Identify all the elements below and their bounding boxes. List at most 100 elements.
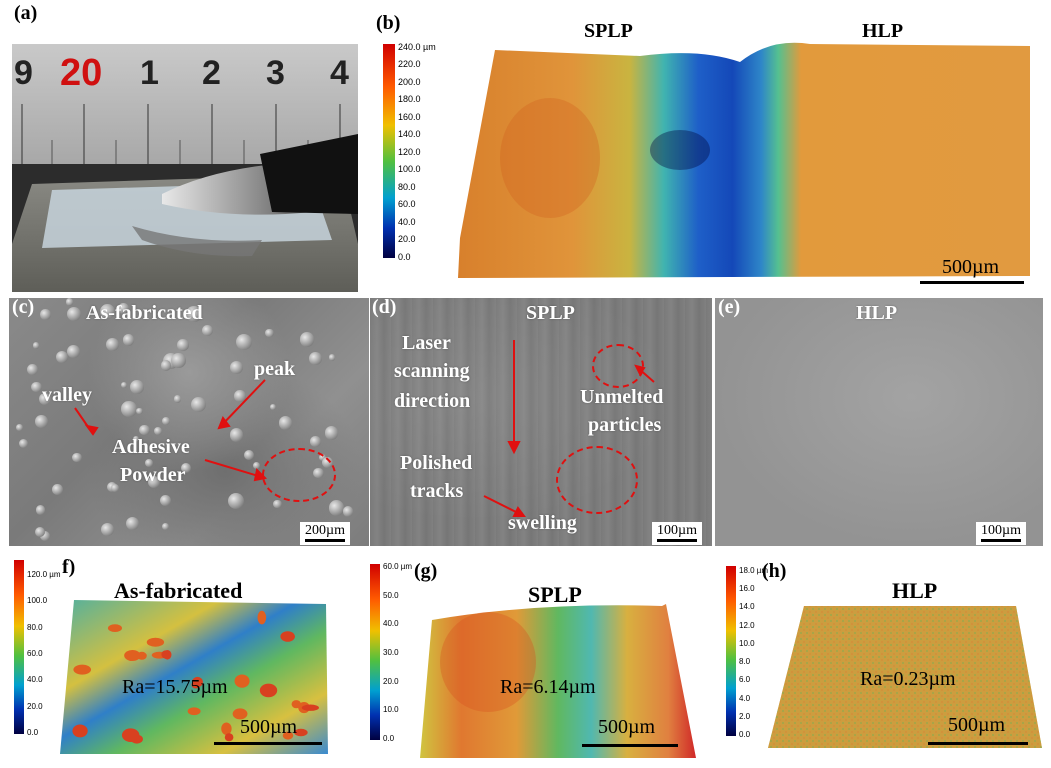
- panel-e-scalebar: 100µm: [976, 522, 1026, 545]
- panel-b-scalebar: [920, 281, 1024, 284]
- panel-h-scalebar: [928, 742, 1028, 745]
- panel-e-scale-label: 100µm: [981, 523, 1021, 538]
- powder-particle: [180, 463, 191, 474]
- powder-particle: [117, 303, 129, 315]
- panel-f-colorbar-tick: 80.0: [27, 622, 43, 632]
- panel-d-title: SPLP: [526, 302, 575, 324]
- surface-bump: [73, 664, 92, 675]
- powder-particle: [153, 427, 162, 436]
- surface-bump: [257, 610, 267, 625]
- powder-particle: [252, 461, 261, 470]
- powder-particle: [31, 381, 42, 393]
- surface-bump: [121, 728, 140, 742]
- adhesive-label-1: Adhesive: [112, 436, 190, 458]
- powder-particle: [328, 354, 336, 361]
- panel-c-scale-label: 200µm: [305, 523, 345, 538]
- panel-h-label: (h): [762, 560, 787, 582]
- panel-h-colorbar-tick: 16.0: [739, 584, 755, 594]
- surface-bumps: [72, 610, 319, 744]
- powder-particle: [269, 404, 276, 411]
- powder-particle: [236, 334, 253, 351]
- polished-label-2: tracks: [410, 480, 464, 502]
- panel-b-title-splp: SPLP: [584, 20, 633, 42]
- powder-particle: [120, 382, 127, 389]
- powder-particle: [234, 389, 246, 402]
- powder-particle: [40, 309, 51, 320]
- panel-h-colorbar-tick: 0.0: [739, 730, 751, 739]
- panel-b-colorbar-tick: 180.0: [398, 94, 421, 104]
- laser-label-2: scanning: [394, 360, 470, 382]
- panel-b-colorbar-tick: 220.0: [398, 59, 421, 69]
- powder-particle: [121, 400, 137, 417]
- panel-c-title: As-fabricated: [86, 302, 203, 324]
- panel-d-scalebar: 100µm: [652, 522, 702, 545]
- panel-f-label: f): [62, 556, 76, 578]
- panel-h-colorbar-tick: 8.0: [739, 657, 751, 667]
- powder-particle: [26, 363, 38, 375]
- panel-g-scalebar: [582, 744, 678, 747]
- panel-g-colorbar-tick: 20.0: [383, 676, 399, 686]
- panel-f-colorbar-tick: 0.0: [27, 728, 39, 737]
- surface-bump: [146, 637, 165, 647]
- powder-particle: [243, 450, 255, 461]
- panel-a-label: (a): [14, 2, 38, 24]
- powder-particle: [162, 522, 170, 530]
- panel-b-colorbar-tick: 160.0: [398, 111, 421, 122]
- panel-f-colorbar-tick: 40.0: [27, 675, 43, 685]
- panel-c-scalebar: 200µm: [300, 522, 350, 545]
- panel-g-colorbar-tick: 60.0 µm: [383, 562, 413, 571]
- panel-h-colorbar: [726, 566, 736, 736]
- powder-particle: [100, 303, 116, 319]
- panel-b-colorbar-tick: 100.0: [398, 164, 421, 174]
- peak-label: peak: [254, 358, 296, 380]
- powder-particle: [229, 360, 243, 375]
- panel-b-label: (b): [376, 12, 401, 34]
- panel-e-title: HLP: [856, 302, 898, 324]
- surface-bump: [191, 681, 200, 689]
- panel-f-colorbar-tick: 60.0: [27, 649, 43, 658]
- panel-b-colorbar-tick: 60.0: [398, 199, 416, 209]
- powder-particle: [299, 332, 315, 347]
- powder-particle: [161, 416, 171, 426]
- powder-particle: [265, 328, 274, 338]
- polished-label-1: Polished: [400, 452, 473, 474]
- powder-particle: [173, 395, 181, 403]
- surface-bump: [107, 624, 122, 633]
- panel-g-ra: Ra=6.14µm: [500, 676, 596, 698]
- powder-particle: [16, 424, 24, 432]
- panel-g-label: (g): [414, 560, 438, 582]
- panel-f-colorbar-tick: 120.0 µm: [27, 570, 61, 579]
- powder-particle: [273, 499, 283, 509]
- panel-b-colorbar-tick: 140.0: [398, 129, 421, 139]
- panel-h-surface: [768, 606, 1042, 748]
- panel-h-colorbar-tick: 12.0: [739, 620, 755, 630]
- powder-particle: [133, 435, 140, 442]
- powder-particle: [67, 306, 82, 322]
- panel-f-colorbar-tick: 100.0: [27, 596, 48, 606]
- powder-particle: [342, 506, 354, 517]
- powder-particle: [39, 530, 51, 542]
- powder-particle: [105, 338, 119, 351]
- powder-particle: [111, 483, 120, 493]
- powder-particle: [101, 522, 115, 537]
- panel-b-colorbar-tick: 200.0: [398, 76, 421, 87]
- panel-c-sem: [9, 298, 369, 546]
- panel-b-colorbar-tick: 80.0: [398, 181, 416, 192]
- panel-f-title: As-fabricated: [114, 578, 243, 603]
- surface-bump: [221, 722, 232, 736]
- panel-e-label: (e): [718, 296, 741, 318]
- unmelted-circle: [592, 344, 644, 388]
- surface-bump: [259, 683, 278, 698]
- panel-a-photo: [12, 44, 358, 292]
- valley-label: valley: [42, 384, 92, 406]
- panel-d-label: (d): [372, 296, 397, 318]
- panel-b-scale-label: 500µm: [942, 256, 1000, 278]
- surface-bump: [136, 651, 147, 660]
- powder-particle: [72, 452, 83, 463]
- powder-particle: [35, 415, 48, 428]
- surface-bump: [291, 700, 301, 709]
- powder-particle: [144, 459, 153, 468]
- surface-bump: [232, 708, 248, 720]
- powder-particle: [65, 298, 74, 306]
- powder-particle: [186, 306, 203, 322]
